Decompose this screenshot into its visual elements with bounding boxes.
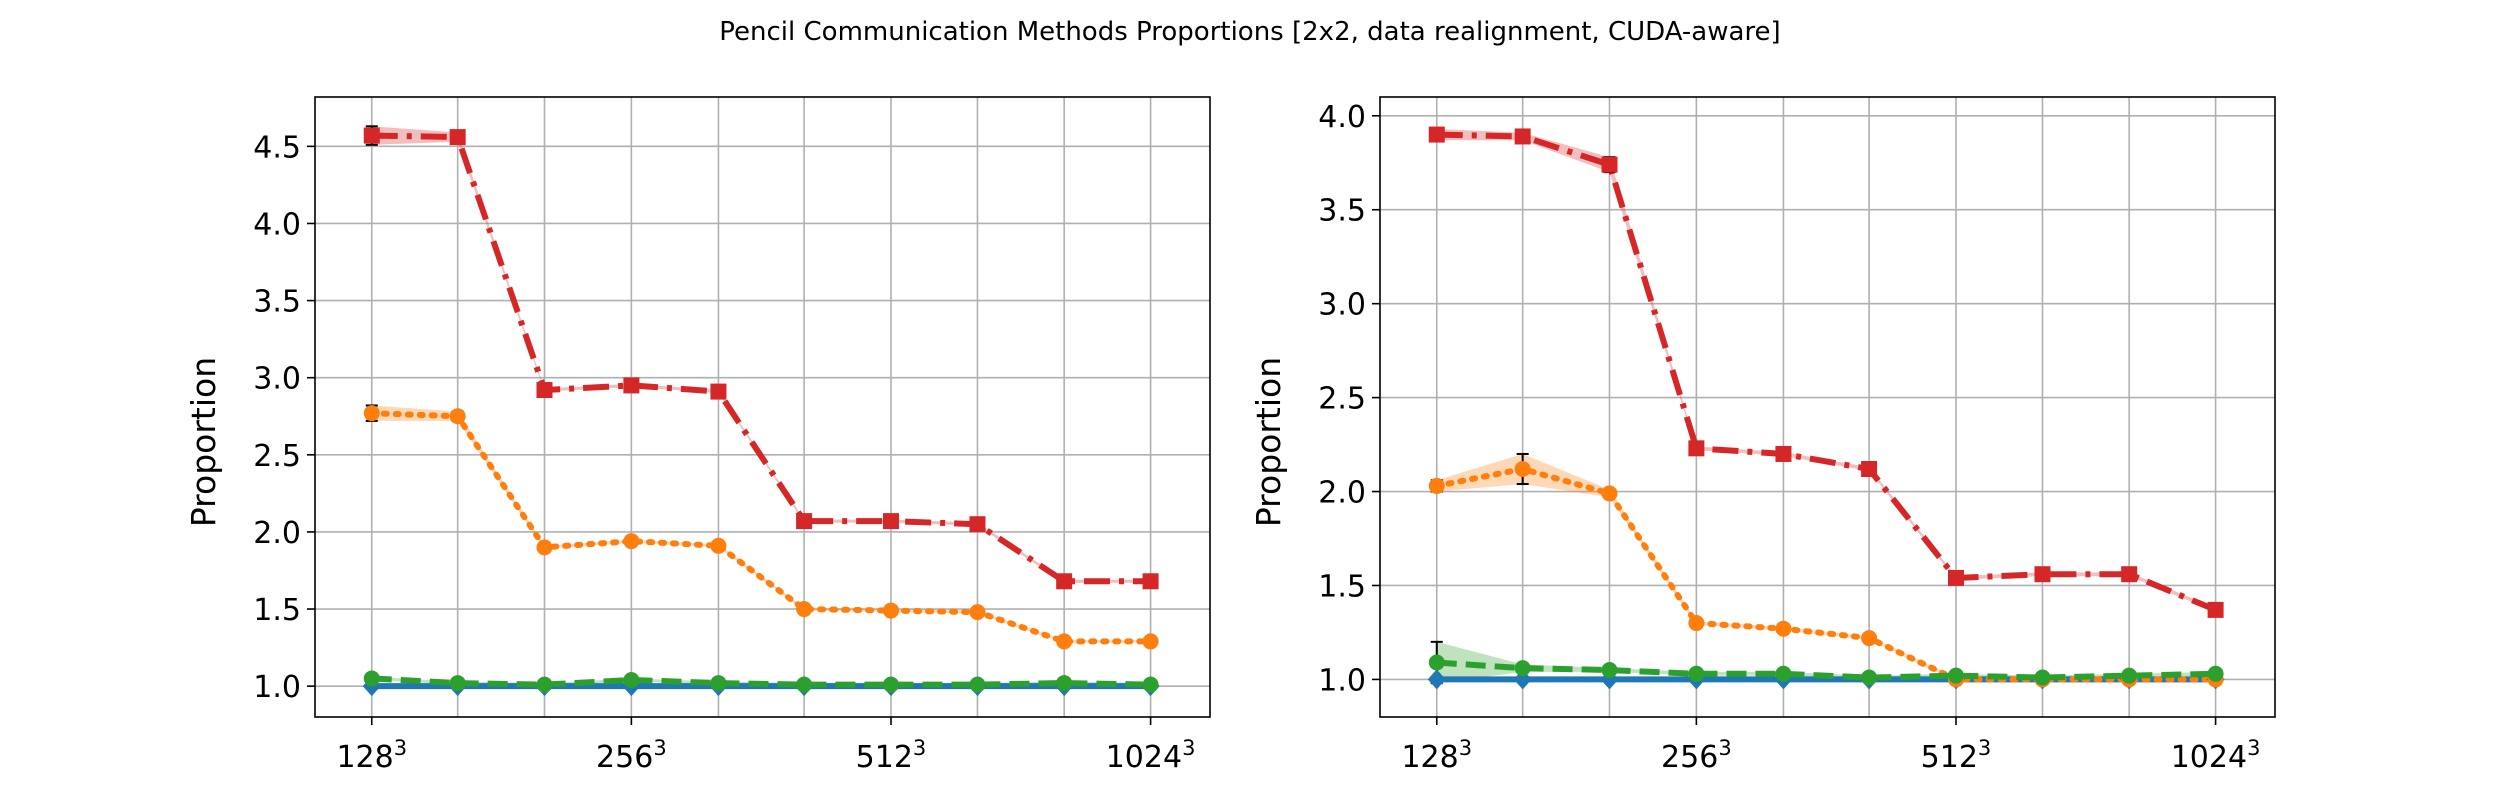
y-tick-label: 2.0 [1318, 476, 1366, 511]
series-orange-line [368, 410, 1154, 645]
figure-title: Pencil Communication Methods Proportions… [719, 17, 1780, 47]
x-tick-label: 10243 [2171, 736, 2261, 775]
y-tick-label: 3.5 [253, 285, 301, 320]
y-tick-label: 3.0 [253, 362, 301, 397]
x-tick-label: 5123 [1921, 736, 1992, 775]
y-tick-label: 1.0 [253, 670, 301, 705]
series-orange-point [1601, 485, 1618, 502]
plot-area [315, 97, 1210, 717]
series-green-point [2207, 665, 2224, 682]
series-green-point [710, 675, 727, 692]
series-green-point [2034, 669, 2051, 686]
y-tick-label: 2.0 [253, 516, 301, 551]
y-axis-label: Proportion [184, 357, 223, 527]
x-tick-label: 5123 [856, 736, 927, 775]
series-green-point [882, 676, 899, 693]
right-plot: 1.0 1.5 2.0 2.5 3.0 3.5 4.0 1283 2563 5123 10243 Pr… [1249, 96, 2276, 775]
y-tick-label: 4.0 [253, 207, 301, 242]
series-red-point [1688, 440, 1705, 457]
plot-area [1380, 97, 2275, 717]
x-tick-label: 2563 [596, 736, 667, 775]
axes-frame [1379, 96, 2276, 718]
series-red-line [1436, 131, 2217, 613]
series-red-line [371, 132, 1151, 585]
series-green-point [1601, 662, 1618, 679]
series-orange-point [1056, 633, 1073, 650]
series-green-point [536, 676, 553, 693]
series-green-point [449, 675, 466, 692]
series-red-point [1947, 569, 1964, 586]
series-green-point [363, 670, 380, 687]
series-orange-point [969, 604, 986, 621]
series-green-line [1436, 659, 2216, 681]
series-green-point [2121, 667, 2138, 684]
series-red-point [1142, 573, 1159, 590]
series-orange-point [710, 537, 727, 554]
series-orange-point [1688, 615, 1705, 632]
series-red-point [1514, 128, 1531, 145]
series-green-point [1428, 654, 1445, 671]
series-red-point [796, 513, 813, 530]
series-red-point [623, 377, 640, 394]
series-red-point [536, 382, 553, 399]
series-orange-point [363, 405, 380, 422]
axes-frame [314, 96, 1211, 718]
series-orange-point [1428, 477, 1445, 494]
series-red-point [363, 127, 380, 144]
series-orange-point [882, 602, 899, 619]
y-tick-label: 1.5 [1318, 569, 1366, 604]
series-red-point [882, 513, 899, 530]
y-tick-label: 3.5 [1318, 194, 1366, 229]
series-red-point [1056, 573, 1073, 590]
y-tick-label: 2.5 [253, 439, 301, 474]
series-green-line [371, 675, 1151, 688]
y-tick-label: 4.5 [253, 130, 301, 165]
series-green-point [1947, 667, 1964, 684]
series-green-point [969, 676, 986, 693]
series-orange-point [536, 539, 553, 556]
y-tick-label: 2.5 [1318, 382, 1366, 417]
series-red-point [1861, 461, 1878, 477]
x-tick-label: 1283 [336, 736, 407, 775]
series-orange-point [1142, 633, 1159, 650]
series-blue-point [1427, 669, 1446, 690]
x-tick-label: 2563 [1661, 736, 1732, 775]
left-plot: 1.0 1.5 2.0 2.5 3.0 3.5 4.0 4.5 1283 2563 5123 1024… [184, 96, 1211, 775]
series-green-point [1861, 669, 1878, 686]
series-orange-point [1514, 461, 1531, 477]
x-tick-label: 1283 [1401, 736, 1472, 775]
series-green-point [1688, 665, 1705, 682]
series-green-point [1056, 675, 1073, 692]
series-orange-point [449, 408, 466, 425]
y-tick-label: 1.0 [1318, 663, 1366, 698]
series-green-point [1775, 665, 1792, 682]
series-red-point [1601, 156, 1618, 173]
series-green-point [1142, 676, 1159, 693]
series-red-point [1428, 126, 1445, 143]
series-orange-point [1861, 630, 1878, 647]
series-orange-point [623, 533, 640, 550]
series-orange-point [1775, 620, 1792, 637]
series-red-point [710, 383, 727, 400]
y-axis-label: Proportion [1249, 357, 1288, 527]
y-tick-label: 1.5 [253, 593, 301, 628]
series-green-point [623, 671, 640, 688]
series-red-point [969, 516, 986, 533]
series-green-band [1436, 641, 2216, 684]
y-tick-label: 4.0 [1318, 100, 1366, 135]
series-red-point [1775, 445, 1792, 462]
series-red-point [2207, 601, 2224, 618]
x-tick-label: 10243 [1106, 736, 1196, 775]
series-orange-point [796, 601, 813, 618]
series-green-point [796, 676, 813, 693]
series-red-point [2121, 566, 2138, 583]
series-orange-band [1436, 453, 2216, 682]
y-tick-label: 3.0 [1318, 288, 1366, 323]
series-red-point [449, 129, 466, 146]
series-red-point [2034, 566, 2051, 583]
series-green-point [1514, 660, 1531, 677]
